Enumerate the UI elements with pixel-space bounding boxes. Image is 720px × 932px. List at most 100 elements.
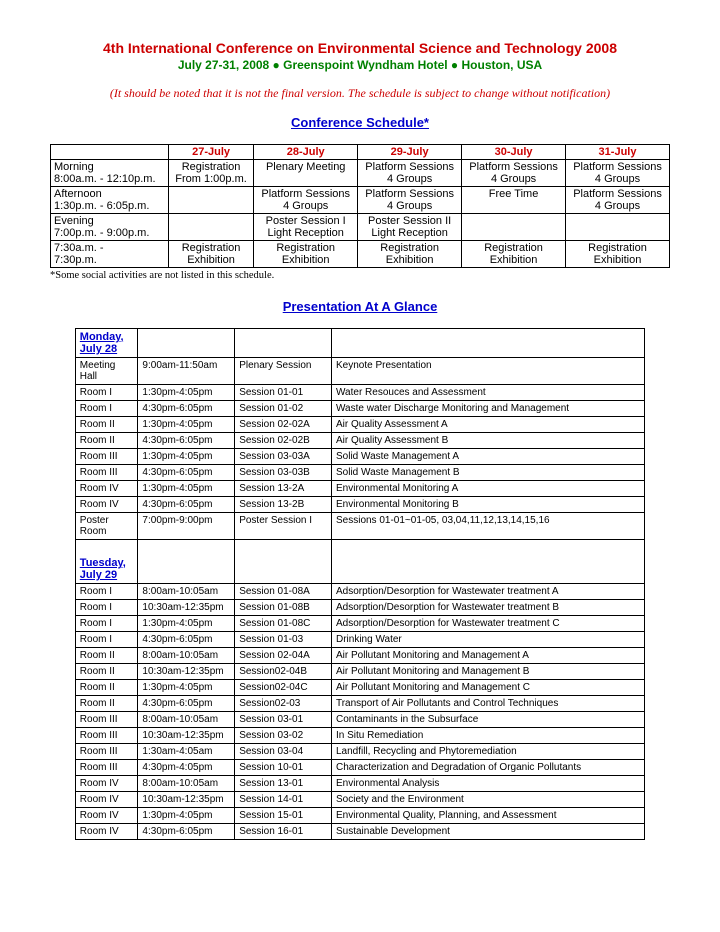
schedule-cell: Free Time <box>462 187 566 214</box>
glance-day-label: Monday, July 28 <box>80 331 124 355</box>
glance-row: Room II4:30pm-6:05pmSession 02-02BAir Qu… <box>75 433 644 449</box>
glance-cell: Society and the Environment <box>331 792 644 808</box>
glance-cell: Environmental Quality, Planning, and Ass… <box>331 808 644 824</box>
glance-row: Room IV10:30am-12:35pmSession 14-01Socie… <box>75 792 644 808</box>
schedule-cell: Poster Session IILight Reception <box>358 214 462 241</box>
glance-cell: Session 16-01 <box>235 824 332 840</box>
glance-cell: 4:30pm-6:05pm <box>138 401 235 417</box>
glance-cell: Session 13-2A <box>235 481 332 497</box>
schedule-row: Morning8:00a.m. - 12:10p.m.RegistrationF… <box>51 160 670 187</box>
glance-row: Room I1:30pm-4:05pmSession 01-01Water Re… <box>75 385 644 401</box>
glance-row: Room IV4:30pm-6:05pmSession 13-2BEnviron… <box>75 497 644 513</box>
schedule-cell: Plenary Meeting <box>254 160 358 187</box>
glance-cell: Meeting Hall <box>75 358 138 385</box>
schedule-time-label: Afternoon1:30p.m. - 6:05p.m. <box>51 187 169 214</box>
schedule-cell: Platform Sessions4 Groups <box>358 187 462 214</box>
glance-cell: Room I <box>75 600 138 616</box>
glance-cell: Session02-04B <box>235 664 332 680</box>
page-subtitle: July 27-31, 2008 ● Greenspoint Wyndham H… <box>50 58 670 72</box>
glance-cell: Waste water Discharge Monitoring and Man… <box>331 401 644 417</box>
glance-cell: Session02-03 <box>235 696 332 712</box>
glance-row: Room I4:30pm-6:05pmSession 01-03Drinking… <box>75 632 644 648</box>
glance-cell: Session 03-03B <box>235 465 332 481</box>
schedule-cell: Platform Sessions4 Groups <box>566 160 670 187</box>
glance-row: Room IV8:00am-10:05amSession 13-01Enviro… <box>75 776 644 792</box>
glance-cell: Room IV <box>75 808 138 824</box>
glance-cell: 1:30pm-4:05pm <box>138 481 235 497</box>
schedule-cell <box>168 187 253 214</box>
glance-cell: 10:30am-12:35pm <box>138 664 235 680</box>
glance-cell: Room I <box>75 385 138 401</box>
glance-day-label: Tuesday, July 29 <box>80 557 126 581</box>
glance-cell: 1:30pm-4:05pm <box>138 449 235 465</box>
glance-cell: Environmental Analysis <box>331 776 644 792</box>
glance-cell: Room II <box>75 664 138 680</box>
glance-cell: Session 03-03A <box>235 449 332 465</box>
glance-cell: Poster Room <box>75 513 138 540</box>
schedule-header-row: 27-July 28-July 29-July 30-July 31-July <box>51 145 670 160</box>
schedule-cell: Platform Sessions4 Groups <box>254 187 358 214</box>
glance-row: Meeting Hall9:00am-11:50amPlenary Sessio… <box>75 358 644 385</box>
glance-cell: Session 01-01 <box>235 385 332 401</box>
glance-cell: Session 03-02 <box>235 728 332 744</box>
glance-cell: Room III <box>75 449 138 465</box>
glance-cell: Room II <box>75 680 138 696</box>
glance-cell: Room II <box>75 433 138 449</box>
glance-cell: 8:00am-10:05am <box>138 584 235 600</box>
conference-schedule-link[interactable]: Conference Schedule* <box>50 115 670 130</box>
schedule-cell: Platform Sessions4 Groups <box>462 160 566 187</box>
glance-cell: Air Quality Assessment B <box>331 433 644 449</box>
glance-row: Room III10:30am-12:35pmSession 03-02In S… <box>75 728 644 744</box>
glance-cell: 10:30am-12:35pm <box>138 728 235 744</box>
glance-cell: Session02-04C <box>235 680 332 696</box>
glance-cell: Session 02-02B <box>235 433 332 449</box>
glance-cell: 1:30pm-4:05pm <box>138 385 235 401</box>
day-header: 29-July <box>358 145 462 160</box>
glance-cell: Keynote Presentation <box>331 358 644 385</box>
glance-cell: Session 14-01 <box>235 792 332 808</box>
glance-table: Monday, July 28 Meeting Hall9:00am-11:50… <box>75 328 645 840</box>
glance-cell: Room II <box>75 696 138 712</box>
glance-cell: 9:00am-11:50am <box>138 358 235 385</box>
glance-cell: 10:30am-12:35pm <box>138 792 235 808</box>
glance-cell: Session 01-02 <box>235 401 332 417</box>
day-header: 28-July <box>254 145 358 160</box>
glance-cell: Room III <box>75 760 138 776</box>
glance-cell: 10:30am-12:35pm <box>138 600 235 616</box>
schedule-time-label: 7:30a.m. -7:30p.m. <box>51 241 169 268</box>
schedule-time-label: Evening 7:00p.m. - 9:00p.m. <box>51 214 169 241</box>
glance-row: Room IV1:30pm-4:05pmSession 13-2AEnviron… <box>75 481 644 497</box>
glance-cell: Session 10-01 <box>235 760 332 776</box>
glance-row: Room III4:30pm-6:05pmSession 03-03BSolid… <box>75 465 644 481</box>
glance-cell: Adsorption/Desorption for Wastewater tre… <box>331 600 644 616</box>
day-header: 30-July <box>462 145 566 160</box>
glance-cell: Transport of Air Pollutants and Control … <box>331 696 644 712</box>
schedule-cell <box>168 214 253 241</box>
glance-cell: Contaminants in the Subsurface <box>331 712 644 728</box>
glance-cell: 1:30am-4:05am <box>138 744 235 760</box>
glance-cell: Session 13-01 <box>235 776 332 792</box>
glance-cell: Solid Waste Management B <box>331 465 644 481</box>
glance-row: Room II1:30pm-4:05pmSession02-04CAir Pol… <box>75 680 644 696</box>
glance-row: Room IV1:30pm-4:05pmSession 15-01Environ… <box>75 808 644 824</box>
glance-row: Room III1:30pm-4:05pmSession 03-03ASolid… <box>75 449 644 465</box>
page-title: 4th International Conference on Environm… <box>50 40 670 56</box>
glance-cell: Room II <box>75 648 138 664</box>
glance-cell: Session 02-02A <box>235 417 332 433</box>
glance-cell: Characterization and Degradation of Orga… <box>331 760 644 776</box>
glance-cell: Room IV <box>75 776 138 792</box>
presentation-glance-link[interactable]: Presentation At A Glance <box>50 299 670 314</box>
glance-cell: 1:30pm-4:05pm <box>138 680 235 696</box>
glance-row: Room I10:30am-12:35pmSession 01-08BAdsor… <box>75 600 644 616</box>
schedule-footnote: *Some social activities are not listed i… <box>50 270 670 281</box>
glance-cell: Air Pollutant Monitoring and Management … <box>331 664 644 680</box>
glance-row: Room II4:30pm-6:05pmSession02-03Transpor… <box>75 696 644 712</box>
day-header: 31-July <box>566 145 670 160</box>
glance-cell: Room I <box>75 632 138 648</box>
glance-cell: 4:30pm-6:05pm <box>138 465 235 481</box>
schedule-cell: RegistrationExhibition <box>358 241 462 268</box>
glance-cell: 1:30pm-4:05pm <box>138 616 235 632</box>
glance-cell: 4:30pm-6:05pm <box>138 497 235 513</box>
glance-cell: Sessions 01-01~01-05, 03,04,11,12,13,14,… <box>331 513 644 540</box>
glance-cell: Room IV <box>75 792 138 808</box>
